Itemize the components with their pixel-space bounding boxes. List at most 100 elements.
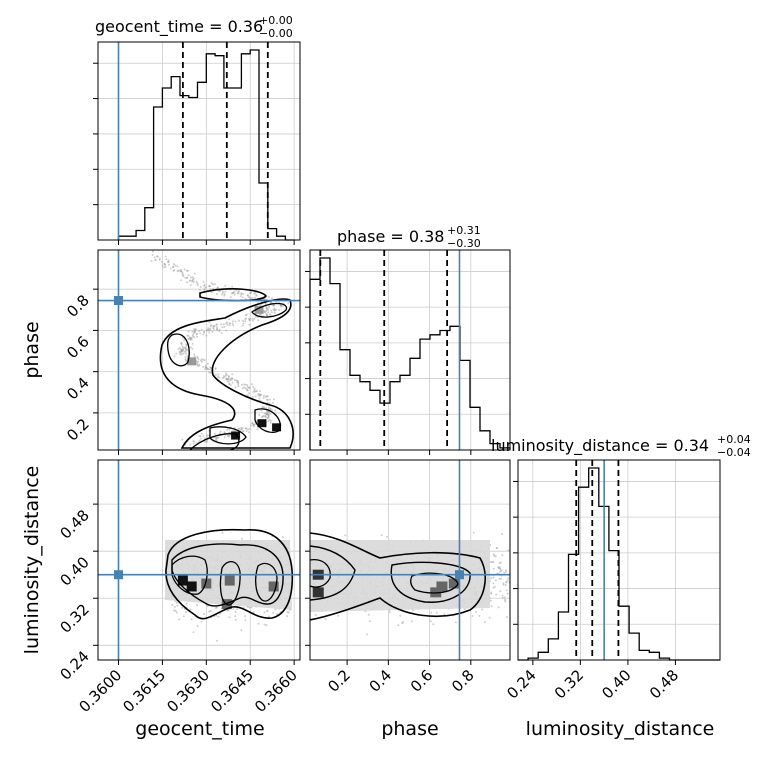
scatter-point (254, 296, 256, 299)
scatter-point (222, 377, 224, 379)
scatter-point (225, 329, 228, 332)
scatter-point (240, 428, 243, 431)
scatter-point (190, 338, 193, 340)
contour-line (171, 543, 284, 607)
density-cell (201, 578, 212, 589)
panel-frame (309, 459, 511, 661)
scatter-point (286, 611, 289, 613)
scatter-point (209, 327, 212, 330)
scatter-point (443, 613, 446, 616)
scatter-point (192, 631, 195, 634)
scatter-point (202, 435, 205, 438)
scatter-point (187, 330, 190, 333)
scatter-point (226, 323, 229, 326)
panel-frame (97, 249, 301, 451)
scatter-point (244, 298, 247, 300)
scatter-point (197, 358, 200, 361)
scatter-point (228, 324, 231, 327)
scatter-point (190, 618, 193, 621)
title-geocent-time-plus: +0.00 (259, 14, 293, 27)
ylabel-luminosity-distance: luminosity_distance (21, 466, 43, 655)
scatter-point (268, 615, 271, 618)
scatter-point (209, 368, 211, 371)
scatter-point (188, 338, 191, 341)
scatter-point (268, 398, 271, 401)
scatter-point (267, 308, 270, 311)
scatter-point (191, 278, 194, 281)
scatter-point (256, 390, 259, 393)
contour-line (251, 302, 288, 318)
scatter-point (189, 276, 192, 279)
scatter-point (498, 577, 501, 580)
scatter-point (196, 332, 199, 335)
scatter-point (203, 612, 206, 615)
scatter-point (189, 284, 192, 287)
title-luminosity-distance: luminosity_distance = 0.34 (491, 436, 709, 456)
scatter-point (286, 615, 289, 618)
scatter-point (199, 332, 202, 335)
scatter-point (489, 561, 492, 564)
scatter-point (410, 620, 413, 623)
title-geocent-time-minus: −0.00 (259, 27, 293, 40)
scatter-point (174, 264, 177, 267)
scatter-point (264, 414, 267, 417)
truth-marker (454, 570, 464, 580)
scatter-point (246, 384, 249, 387)
scatter-point (244, 615, 247, 618)
scatter-point (200, 432, 203, 435)
scatter-point (180, 350, 182, 353)
scatter-point (177, 269, 180, 272)
scatter-point (503, 596, 506, 599)
scatter-point (488, 616, 491, 619)
scatter-point (401, 622, 404, 624)
scatter-point (175, 352, 178, 355)
scatter-point (187, 274, 190, 277)
scatter-point (186, 281, 188, 284)
scatter-point (196, 335, 198, 338)
scatter-point (368, 620, 371, 623)
scatter-point (236, 381, 238, 384)
scatter-point (281, 305, 284, 307)
density-cell (312, 587, 324, 598)
scatter-point (475, 610, 477, 613)
scatter-point (172, 269, 175, 272)
scatter-point (233, 429, 236, 432)
scatter-point (185, 353, 188, 355)
scatter-point (274, 409, 277, 412)
histogram-geocent-time (117, 49, 295, 241)
scatter-point (237, 385, 240, 388)
scatter-point (194, 330, 197, 333)
scatter-point (223, 294, 226, 297)
density-cell (254, 305, 264, 314)
xlabel-luminosity-distance: luminosity_distance (526, 718, 715, 740)
scatter-point (223, 436, 226, 438)
scatter-point (192, 280, 195, 283)
scatter-point (173, 355, 176, 358)
scatter-point (504, 584, 507, 586)
scatter-point (212, 328, 215, 331)
density-cell (436, 581, 448, 592)
scatter-point (273, 307, 276, 310)
density-cell (177, 575, 188, 586)
scatter-point (251, 317, 254, 320)
scatter-point (261, 405, 264, 408)
scatter-point (251, 319, 254, 322)
scatter-point (489, 599, 492, 602)
scatter-point (246, 394, 249, 397)
scatter-point (386, 535, 389, 538)
scatter-point (186, 355, 189, 358)
scatter-point (244, 619, 247, 622)
scatter-point (273, 311, 276, 314)
contour-line (255, 562, 278, 602)
scatter-point (234, 615, 237, 618)
scatter-point (247, 428, 249, 431)
scatter-point (200, 620, 203, 623)
scatter-point (215, 614, 218, 617)
scatter-point (272, 304, 275, 307)
scatter-point (247, 296, 250, 298)
truth-marker (113, 296, 123, 306)
scatter-point (500, 577, 503, 580)
scatter-point (246, 294, 249, 297)
panel-frame (517, 459, 721, 661)
